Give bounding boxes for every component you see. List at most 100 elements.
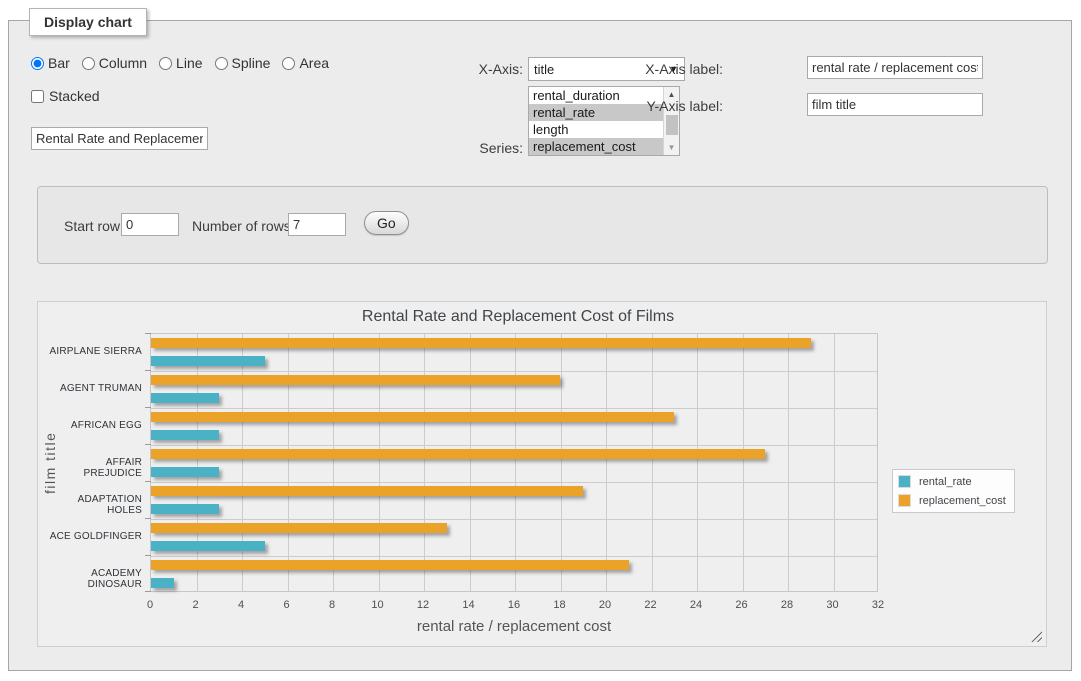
gridline — [424, 334, 425, 591]
chart-type-radio-label: Spline — [232, 55, 271, 71]
gridline — [697, 334, 698, 591]
chart-x-axis-title: rental rate / replacement cost — [150, 618, 878, 635]
chart-type-option-column[interactable]: Column — [82, 55, 147, 71]
x-tick-label: 32 — [863, 599, 893, 611]
gridline — [197, 334, 198, 591]
chart-type-radio-label: Line — [176, 55, 202, 71]
chart-type-radio-line[interactable] — [159, 57, 172, 70]
chart-type-option-area[interactable]: Area — [282, 55, 329, 71]
y-axis-tick — [145, 518, 151, 519]
chart-type-radio-area[interactable] — [282, 57, 295, 70]
gridline — [834, 334, 835, 591]
chart-title-input[interactable] — [31, 127, 208, 150]
plot-area — [150, 333, 878, 592]
gridline — [652, 334, 653, 591]
chart-type-radio-label: Column — [99, 55, 147, 71]
gridline — [333, 334, 334, 591]
bar-rental_rate — [151, 356, 265, 366]
y-axis-label-field-label: Y-Axis label: — [617, 98, 723, 114]
gridline — [379, 334, 380, 591]
bar-rental_rate — [151, 578, 174, 588]
chart-type-option-line[interactable]: Line — [159, 55, 202, 71]
bar-rental_rate — [151, 541, 265, 551]
y-axis-tick — [145, 444, 151, 445]
gridline — [151, 408, 877, 409]
x-axis-label-input[interactable] — [807, 56, 983, 79]
x-tick-label: 6 — [272, 599, 302, 611]
x-tick-label: 30 — [818, 599, 848, 611]
fieldset-title: Display chart — [29, 8, 147, 36]
gridline — [151, 482, 877, 483]
chart-type-radio-bar[interactable] — [31, 57, 44, 70]
chart-panel: Rental Rate and Replacement Cost of Film… — [37, 301, 1047, 647]
legend-item: rental_rate — [898, 475, 1006, 488]
resize-grip-icon[interactable] — [1031, 631, 1042, 642]
x-tick-label: 20 — [590, 599, 620, 611]
gridline — [242, 334, 243, 591]
stacked-checkbox[interactable] — [31, 90, 44, 103]
gridline — [788, 334, 789, 591]
x-tick-label: 18 — [545, 599, 575, 611]
gridline — [515, 334, 516, 591]
category-label: AFRICAN EGG — [47, 420, 142, 431]
stacked-label: Stacked — [49, 88, 100, 104]
bar-rental_rate — [151, 393, 219, 403]
start-row-label: Start row: — [64, 218, 124, 234]
start-row-input[interactable] — [121, 213, 179, 236]
scrollbar-thumb[interactable] — [666, 115, 678, 135]
bar-replacement_cost — [151, 338, 811, 348]
y-axis-tick — [145, 333, 151, 334]
stacked-row: Stacked — [31, 88, 100, 104]
gridline — [151, 445, 877, 446]
y-axis-tick — [145, 555, 151, 556]
chart-type-radio-spline[interactable] — [215, 57, 228, 70]
gridline — [288, 334, 289, 591]
x-tick-label: 8 — [317, 599, 347, 611]
y-axis-tick — [145, 481, 151, 482]
category-label: ACADEMY DINOSAUR — [47, 568, 142, 590]
x-tick-label: 14 — [454, 599, 484, 611]
x-tick-label: 24 — [681, 599, 711, 611]
gridline — [151, 371, 877, 372]
chart-type-option-bar[interactable]: Bar — [31, 55, 70, 71]
legend-swatch — [898, 475, 911, 488]
query-panel: Start row: Number of rows: Go — [37, 186, 1048, 264]
x-tick-label: 0 — [135, 599, 165, 611]
gridline — [606, 334, 607, 591]
x-tick-label: 4 — [226, 599, 256, 611]
scroll-down-icon[interactable]: ▼ — [664, 140, 680, 155]
chart-type-radio-column[interactable] — [82, 57, 95, 70]
series-option-replacement_cost[interactable]: replacement_cost — [529, 138, 663, 155]
gridline — [151, 556, 877, 557]
x-axis-label: X-Axis: — [419, 61, 523, 77]
gridline — [151, 519, 877, 520]
bar-replacement_cost — [151, 412, 674, 422]
category-label: AFFAIR PREJUDICE — [47, 457, 142, 479]
x-tick-label: 2 — [181, 599, 211, 611]
number-of-rows-input[interactable] — [288, 213, 346, 236]
category-label: AGENT TRUMAN — [47, 383, 142, 394]
category-label: ADAPTATION HOLES — [47, 494, 142, 516]
legend-label: rental_rate — [919, 476, 972, 488]
bar-replacement_cost — [151, 449, 765, 459]
chart-type-option-spline[interactable]: Spline — [215, 55, 271, 71]
x-tick-label: 12 — [408, 599, 438, 611]
bar-rental_rate — [151, 504, 219, 514]
y-axis-label-input[interactable] — [807, 93, 983, 116]
x-tick-label: 22 — [636, 599, 666, 611]
chart-type-radio-label: Bar — [48, 55, 70, 71]
series-listbox[interactable]: rental_durationrental_ratelengthreplacem… — [528, 86, 680, 156]
x-tick-label: 26 — [727, 599, 757, 611]
go-button[interactable]: Go — [364, 211, 409, 235]
series-option-length[interactable]: length — [529, 121, 663, 138]
chart-title: Rental Rate and Replacement Cost of Film… — [38, 308, 998, 326]
y-axis-tick — [145, 370, 151, 371]
bar-replacement_cost — [151, 523, 447, 533]
bar-replacement_cost — [151, 486, 583, 496]
bar-rental_rate — [151, 430, 219, 440]
category-label: ACE GOLDFINGER — [47, 531, 142, 542]
x-tick-label: 16 — [499, 599, 529, 611]
legend-item: replacement_cost — [898, 494, 1006, 507]
legend-label: replacement_cost — [919, 495, 1006, 507]
bar-replacement_cost — [151, 375, 560, 385]
